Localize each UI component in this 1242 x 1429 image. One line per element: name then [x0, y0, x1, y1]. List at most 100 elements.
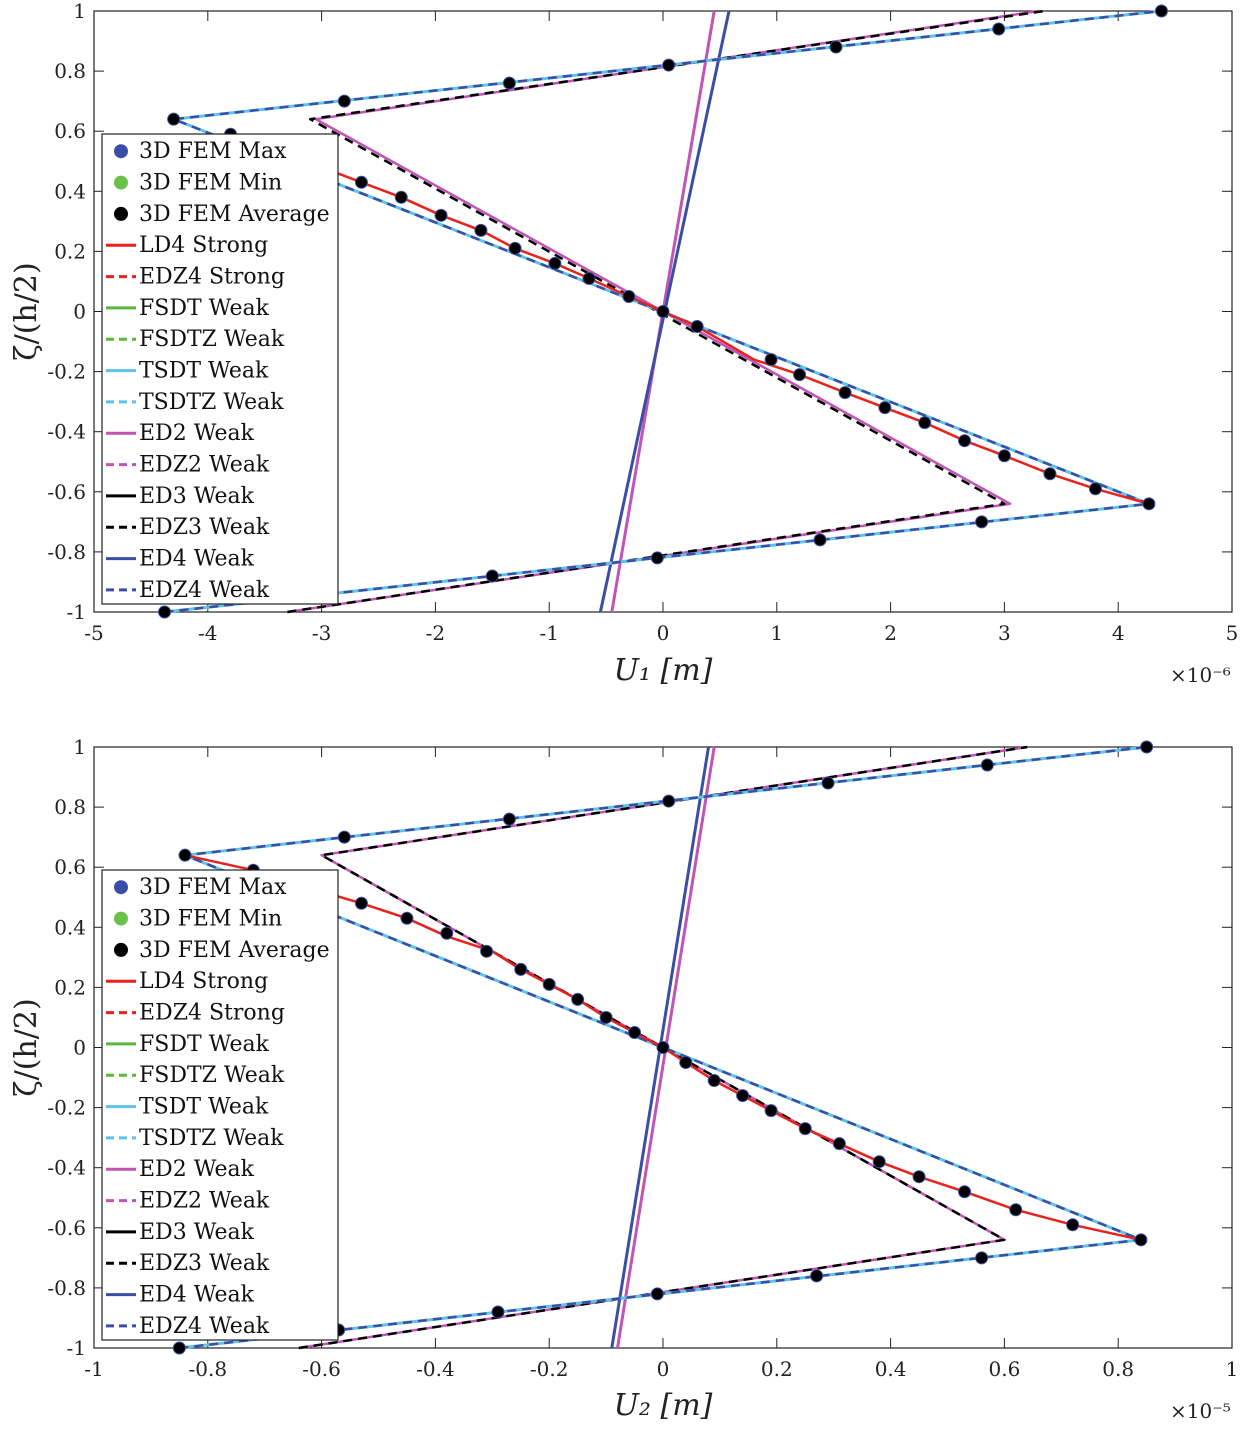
fem-point	[485, 569, 499, 583]
x-tick-label: -2	[426, 621, 445, 645]
fem-point	[829, 40, 843, 54]
fem-point	[354, 175, 368, 189]
x-tick-label: 2	[884, 621, 897, 645]
fem-point	[167, 112, 181, 126]
legend-label: TSDT Weak	[139, 1095, 269, 1120]
x-tick-label: -0.4	[416, 1357, 455, 1381]
fem-point	[980, 758, 994, 772]
fem-point	[656, 1041, 670, 1054]
fem-point	[502, 76, 516, 90]
x-tick-label: 0.6	[988, 1357, 1020, 1381]
x-tick-label: 0	[657, 1357, 670, 1381]
legend-label: TSDT Weak	[139, 359, 269, 384]
y-tick-label: 0.4	[54, 179, 86, 203]
legend-label: EDZ2 Weak	[139, 453, 270, 478]
fem-point	[878, 401, 892, 415]
y-tick-label: 1	[73, 0, 86, 23]
y-tick-label: 0	[73, 300, 86, 324]
fem-point	[918, 416, 932, 430]
x-axis-exponent: ×10⁻⁶	[1170, 663, 1231, 687]
x-tick-label: 1	[1226, 1357, 1239, 1381]
legend-label: EDZ4 Strong	[139, 265, 285, 290]
legend-label: ED2 Weak	[139, 421, 255, 446]
x-tick-label: -0.2	[530, 1357, 569, 1381]
y-tick-label: -0.6	[47, 480, 86, 504]
fem-point	[650, 551, 664, 565]
y-axis-label: ζ/(h/2)	[9, 262, 44, 360]
y-tick-label: 0.8	[54, 59, 86, 83]
legend-label: 3D FEM Min	[139, 907, 282, 932]
x-tick-label: 0.8	[1102, 1357, 1134, 1381]
fem-point	[810, 1269, 824, 1283]
y-tick-label: 0.6	[54, 119, 86, 143]
y-tick-label: -0.4	[47, 420, 86, 444]
legend-label: EDZ3 Weak	[139, 1251, 270, 1276]
legend-label: FSDTZ Weak	[139, 1063, 285, 1088]
x-tick-label: 5	[1226, 621, 1239, 645]
legend-marker	[114, 880, 128, 895]
y-tick-label: -0.6	[47, 1216, 86, 1240]
x-tick-label: -0.6	[302, 1357, 341, 1381]
fem-point	[707, 1074, 721, 1088]
x-tick-label: 0.4	[875, 1357, 907, 1381]
x-tick-label: -3	[312, 621, 331, 645]
fem-point	[798, 1122, 812, 1136]
top-plot: -5 -4 -3 -2 -1 0 1 2 3 4 5 1 0.8 0.6 0.4 0.2 0 -0.2 -0.4 -0…	[9, 0, 1238, 688]
x-axis-label: U₂ [m]	[614, 1388, 713, 1423]
fem-point	[958, 1185, 972, 1199]
legend-label: EDZ3 Weak	[139, 515, 270, 540]
legend-label: FSDTZ Weak	[139, 327, 285, 352]
fem-point	[813, 533, 827, 547]
y-tick-label: 0	[73, 1036, 86, 1060]
fem-point	[178, 848, 192, 862]
fem-point	[1134, 1233, 1148, 1247]
legend-marker	[114, 911, 128, 926]
fem-point	[662, 794, 676, 808]
fem-point	[571, 992, 585, 1006]
fem-point	[337, 94, 351, 108]
legend-label: 3D FEM Max	[139, 875, 287, 900]
fem-point	[679, 1056, 693, 1070]
legend-marker	[114, 206, 128, 221]
fem-point	[548, 256, 562, 270]
fem-point	[1142, 497, 1156, 511]
fem-point	[394, 190, 408, 204]
fem-point	[172, 1341, 186, 1355]
fem-point	[1088, 482, 1102, 496]
legend-label: ED3 Weak	[139, 484, 255, 509]
legend-marker	[114, 175, 128, 190]
fem-point	[628, 1025, 642, 1039]
fem-point	[400, 911, 414, 925]
legend-label: 3D FEM Average	[139, 202, 330, 227]
y-tick-label: -0.2	[47, 1096, 86, 1120]
y-tick-label: -0.8	[47, 1276, 86, 1300]
fem-point	[975, 1251, 989, 1265]
fem-point	[434, 208, 448, 222]
fem-point	[764, 1104, 778, 1118]
y-tick-label: 0.8	[54, 795, 86, 819]
legend-box	[101, 869, 339, 1341]
y-tick-label: 0.6	[54, 855, 86, 879]
fem-point	[736, 1089, 750, 1103]
y-tick-label: -1	[67, 1336, 86, 1360]
fem-point	[158, 605, 172, 619]
fem-point	[793, 368, 807, 382]
y-tick-label: -1	[67, 600, 86, 624]
fem-point	[958, 434, 972, 448]
fem-point	[337, 830, 351, 844]
fem-point	[912, 1170, 926, 1184]
legend-label: 3D FEM Max	[139, 139, 287, 164]
fem-point	[491, 1305, 505, 1319]
fem-point	[474, 223, 488, 237]
legend-box	[101, 133, 339, 605]
fem-point	[838, 386, 852, 400]
x-tick-label: -0.8	[189, 1357, 228, 1381]
legend-label: 3D FEM Min	[139, 171, 282, 196]
bottom-plot: -1 -0.8 -0.6 -0.4 -0.2 0 0.2 0.4 0.6 0.8 1 1 0.8 0.6 0…	[9, 735, 1238, 1423]
legend-label: FSDT Weak	[139, 296, 270, 321]
top-legend: 3D FEM Max 3D FEM Min 3D FEM Average LD4 St…	[101, 133, 339, 605]
legend-label: EDZ4 Weak	[139, 1314, 270, 1339]
fem-point	[480, 944, 494, 958]
x-axis-label: U₁ [m]	[614, 653, 713, 688]
y-tick-label: -0.8	[47, 540, 86, 564]
